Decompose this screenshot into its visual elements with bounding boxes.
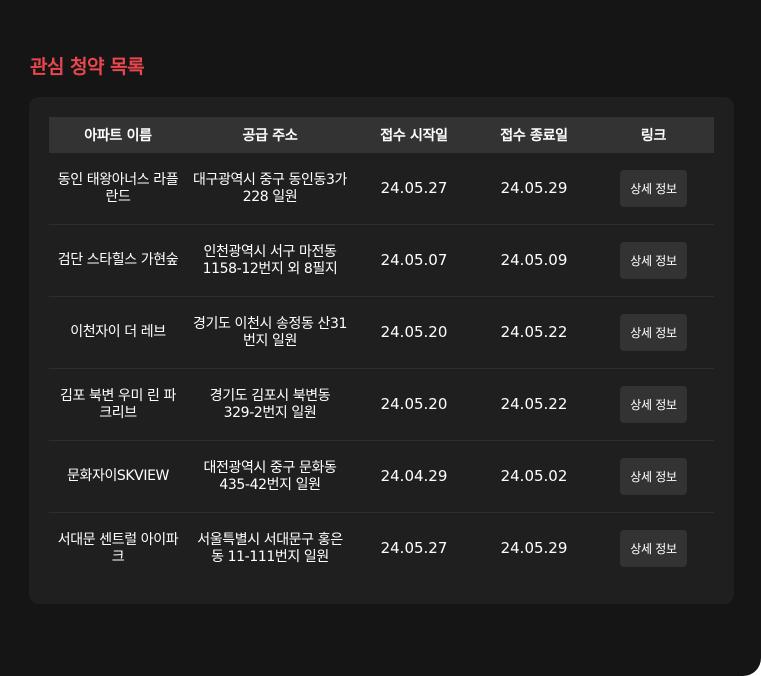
start-date: 24.04.29 — [353, 440, 475, 513]
table-row: 이천자이 더 레브 경기도 이천시 송정동 산31번지 일원 24.05.20 … — [49, 296, 714, 369]
link-cell: 상세 정보 — [593, 224, 714, 297]
table-row: 검단 스타힐스 가현숲 인천광역시 서구 마전동 1158-12번지 외 8필지… — [49, 224, 714, 297]
favorites-table: 아파트 이름 공급 주소 접수 시작일 접수 종료일 링크 동인 태왕아너스 라… — [49, 117, 714, 584]
supply-address: 경기도 김포시 북변동 329-2번지 일원 — [187, 368, 353, 441]
start-date: 24.05.20 — [353, 368, 475, 441]
header-start-date: 접수 시작일 — [353, 117, 475, 153]
table-row: 서대문 센트럴 아이파크 서울특별시 서대문구 홍은동 11-111번지 일원 … — [49, 513, 714, 585]
header-link: 링크 — [593, 117, 714, 153]
end-date: 24.05.22 — [475, 296, 593, 369]
end-date: 24.05.02 — [475, 440, 593, 513]
link-cell: 상세 정보 — [593, 153, 714, 225]
supply-address: 대구광역시 중구 동인동3가 228 일원 — [187, 153, 353, 225]
table-row: 김포 북변 우미 린 파크리브 경기도 김포시 북변동 329-2번지 일원 2… — [49, 368, 714, 441]
header-address: 공급 주소 — [187, 117, 353, 153]
apartment-name: 동인 태왕아너스 라플란드 — [49, 153, 187, 225]
page-title: 관심 청약 목록 — [30, 56, 145, 78]
table-header-row: 아파트 이름 공급 주소 접수 시작일 접수 종료일 링크 — [49, 117, 714, 153]
detail-button[interactable]: 상세 정보 — [620, 314, 687, 351]
start-date: 24.05.07 — [353, 224, 475, 297]
detail-button[interactable]: 상세 정보 — [620, 170, 687, 207]
detail-button[interactable]: 상세 정보 — [620, 242, 687, 279]
header-apartment-name: 아파트 이름 — [49, 117, 187, 153]
detail-button[interactable]: 상세 정보 — [620, 386, 687, 423]
end-date: 24.05.09 — [475, 224, 593, 297]
end-date: 24.05.29 — [500, 539, 568, 557]
link-cell: 상세 정보 — [593, 296, 714, 369]
supply-address: 인천광역시 서구 마전동 1158-12번지 외 8필지 — [187, 224, 353, 297]
start-date: 24.05.27 — [380, 539, 448, 557]
link-cell: 상세 정보 — [593, 440, 714, 513]
apartment-name: 검단 스타힐스 가현숲 — [49, 224, 187, 297]
header-end-date: 접수 종료일 — [475, 117, 593, 153]
apartment-name: 서대문 센트럴 아이파크 — [57, 531, 179, 565]
favorites-card: 아파트 이름 공급 주소 접수 시작일 접수 종료일 링크 동인 태왕아너스 라… — [29, 97, 734, 604]
apartment-name: 김포 북변 우미 린 파크리브 — [49, 368, 187, 441]
detail-button[interactable]: 상세 정보 — [620, 530, 687, 567]
apartment-name: 문화자이SKVIEW — [49, 440, 187, 513]
supply-address: 서울특별시 서대문구 홍은동 11-111번지 일원 — [197, 531, 343, 565]
end-date: 24.05.29 — [475, 153, 593, 225]
end-date: 24.05.22 — [475, 368, 593, 441]
supply-address: 경기도 이천시 송정동 산31번지 일원 — [187, 296, 353, 369]
start-date: 24.05.27 — [353, 153, 475, 225]
link-cell: 상세 정보 — [593, 368, 714, 441]
detail-button[interactable]: 상세 정보 — [620, 458, 687, 495]
table-row: 동인 태왕아너스 라플란드 대구광역시 중구 동인동3가 228 일원 24.0… — [49, 153, 714, 225]
table-row: 문화자이SKVIEW 대전광역시 중구 문화동 435-42번지 일원 24.0… — [49, 440, 714, 513]
start-date: 24.05.20 — [353, 296, 475, 369]
apartment-name: 이천자이 더 레브 — [49, 296, 187, 369]
link-cell: 상세 정보 — [593, 513, 714, 585]
supply-address: 대전광역시 중구 문화동 435-42번지 일원 — [187, 440, 353, 513]
